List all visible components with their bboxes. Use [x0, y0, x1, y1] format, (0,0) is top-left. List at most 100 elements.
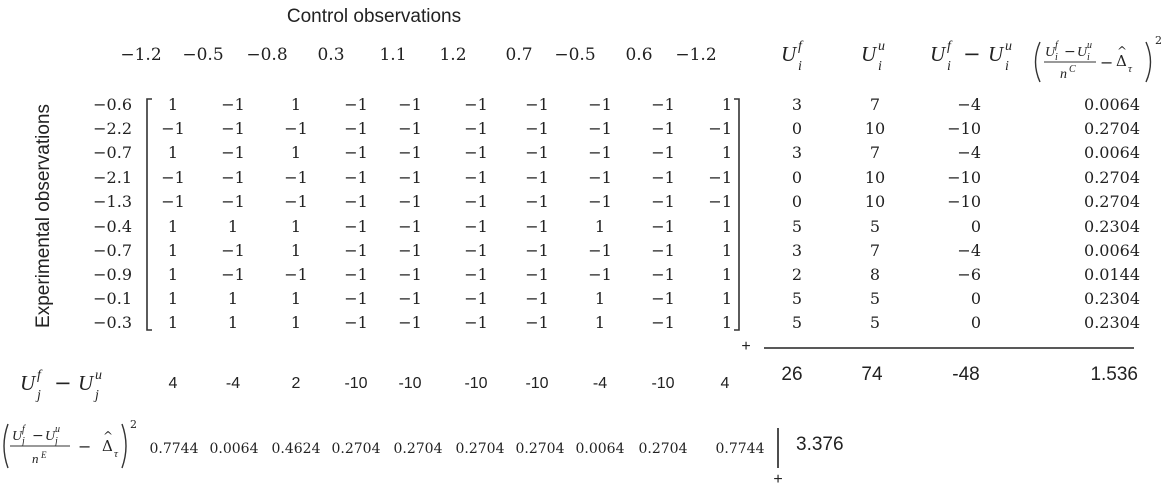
control-value: 0.3 — [317, 45, 344, 65]
row-uf-value: 0 — [792, 168, 802, 187]
row-uf-value: 0 — [792, 192, 802, 211]
control-value: −1.2 — [675, 45, 716, 65]
row-sq-value: 0.0144 — [1084, 265, 1140, 284]
header-squared-deviation-i: U f i − U u i n C − Δ ^ τ 2 — [1034, 34, 1162, 83]
matrix-cell: −1 — [588, 119, 612, 138]
row-diff-value: 0 — [971, 313, 981, 332]
column-diff-value: 4 — [169, 375, 178, 392]
matrix-cell: −1 — [525, 95, 549, 114]
matrix-cell: −1 — [708, 192, 732, 211]
svg-text:i: i — [1087, 52, 1090, 63]
matrix-cell: −1 — [221, 95, 245, 114]
control-value: 0.7 — [505, 45, 532, 65]
row-uf-value: 3 — [792, 143, 802, 162]
svg-text:j: j — [93, 388, 99, 403]
control-value: 1.2 — [439, 45, 466, 65]
column-diff-value: -4 — [593, 375, 607, 392]
matrix-cell: −1 — [525, 168, 549, 187]
row-total: -48 — [952, 364, 979, 385]
matrix-cell: 1 — [722, 143, 732, 162]
svg-text:j: j — [53, 436, 58, 447]
row-sq-value: 0.0064 — [1084, 143, 1140, 162]
svg-text:−: − — [54, 371, 72, 395]
row-statistics: 3 7 −4 0.0064 0 10 −10 0.2704 3 7 −4 0.0064 0 10 −10 0.… — [792, 95, 1140, 332]
matrix-cell: −1 — [525, 119, 549, 138]
matrix-cell: −1 — [221, 265, 245, 284]
matrix-cell: −1 — [398, 217, 422, 236]
matrix-cell: −1 — [651, 192, 675, 211]
svg-text:f: f — [37, 368, 43, 383]
svg-text:−: − — [78, 437, 91, 456]
svg-text:f: f — [22, 424, 26, 435]
column-sq-value: 0.4624 — [272, 441, 321, 457]
matrix-cell: 1 — [228, 289, 238, 308]
matrix-cell: −1 — [525, 313, 549, 332]
svg-text:^: ^ — [103, 429, 113, 443]
matrix-cell: −1 — [525, 265, 549, 284]
matrix-cell: 1 — [595, 289, 605, 308]
matrix-cell: 1 — [168, 143, 178, 162]
experimental-value: −0.4 — [93, 217, 132, 236]
column-diff-value: -10 — [344, 375, 367, 392]
matrix-cell: −1 — [344, 313, 368, 332]
matrix-cell: −1 — [588, 168, 612, 187]
matrix-cell: −1 — [651, 241, 675, 260]
svg-text:u: u — [1005, 39, 1012, 54]
experimental-value: −0.7 — [93, 143, 132, 162]
matrix-cell: −1 — [398, 143, 422, 162]
column-diff-value: -10 — [398, 375, 421, 392]
matrix-cell: −1 — [525, 192, 549, 211]
row-uf-value: 5 — [792, 313, 802, 332]
row-diff-value: −4 — [957, 241, 981, 260]
svg-text:u: u — [55, 424, 60, 435]
svg-text:U: U — [20, 371, 37, 395]
matrix-cell: −1 — [344, 289, 368, 308]
row-uf-value: 2 — [792, 265, 802, 284]
row-sum-plus: + — [741, 338, 750, 355]
matrix-cell: 1 — [722, 217, 732, 236]
column-diff-value: 4 — [721, 375, 730, 392]
matrix-cell: −1 — [398, 241, 422, 260]
control-value: −0.8 — [246, 45, 287, 65]
matrix-cell: −1 — [525, 143, 549, 162]
row-uf-value: 5 — [792, 289, 802, 308]
sign-matrix: 1 −1 1 −1 −1 −1 −1 −1 −1 1 −1 −1 −1 −1 −1 −1 −1 −1 −1 −1 1 −1… — [161, 95, 732, 332]
row-uf-value: 3 — [792, 95, 802, 114]
matrix-cell: −1 — [161, 168, 185, 187]
matrix-cell: −1 — [161, 192, 185, 211]
matrix-cell: −1 — [525, 217, 549, 236]
matrix-cell: 1 — [168, 217, 178, 236]
row-sq-value: 0.0064 — [1084, 95, 1140, 114]
column-sq-value: 0.7744 — [716, 441, 765, 457]
svg-text:^: ^ — [1117, 44, 1127, 58]
matrix-cell: −1 — [588, 192, 612, 211]
row-uu-value: 10 — [865, 168, 885, 187]
experimental-value: −0.7 — [93, 241, 132, 260]
row-diff-value: −10 — [947, 168, 981, 187]
matrix-cell: 1 — [168, 265, 178, 284]
column-sq-value: 0.2704 — [394, 441, 443, 457]
column-sq-value: 0.2704 — [639, 441, 688, 457]
svg-text:E: E — [40, 450, 47, 460]
header-uu-i: U u i — [861, 39, 885, 74]
column-sq-value: 0.2704 — [456, 441, 505, 457]
experimental-value: −2.1 — [93, 168, 132, 187]
matrix-cell: 1 — [168, 241, 178, 260]
svg-text:j: j — [20, 436, 25, 447]
row-uu-value: 10 — [865, 192, 885, 211]
matrix-cell: −1 — [344, 143, 368, 162]
matrix-cell: −1 — [651, 313, 675, 332]
row-uf-value: 5 — [792, 217, 802, 236]
matrix-cell: −1 — [344, 217, 368, 236]
matrix-cell: −1 — [651, 289, 675, 308]
row-diff-value: −4 — [957, 143, 981, 162]
experimental-value: −0.6 — [93, 95, 132, 114]
experimental-value: −2.2 — [93, 119, 132, 138]
matrix-cell: −1 — [464, 192, 488, 211]
matrix-cell: −1 — [588, 265, 612, 284]
column-diff-value: -4 — [226, 375, 240, 392]
matrix-cell: −1 — [464, 119, 488, 138]
matrix-cell: −1 — [651, 119, 675, 138]
matrix-cell: −1 — [221, 143, 245, 162]
